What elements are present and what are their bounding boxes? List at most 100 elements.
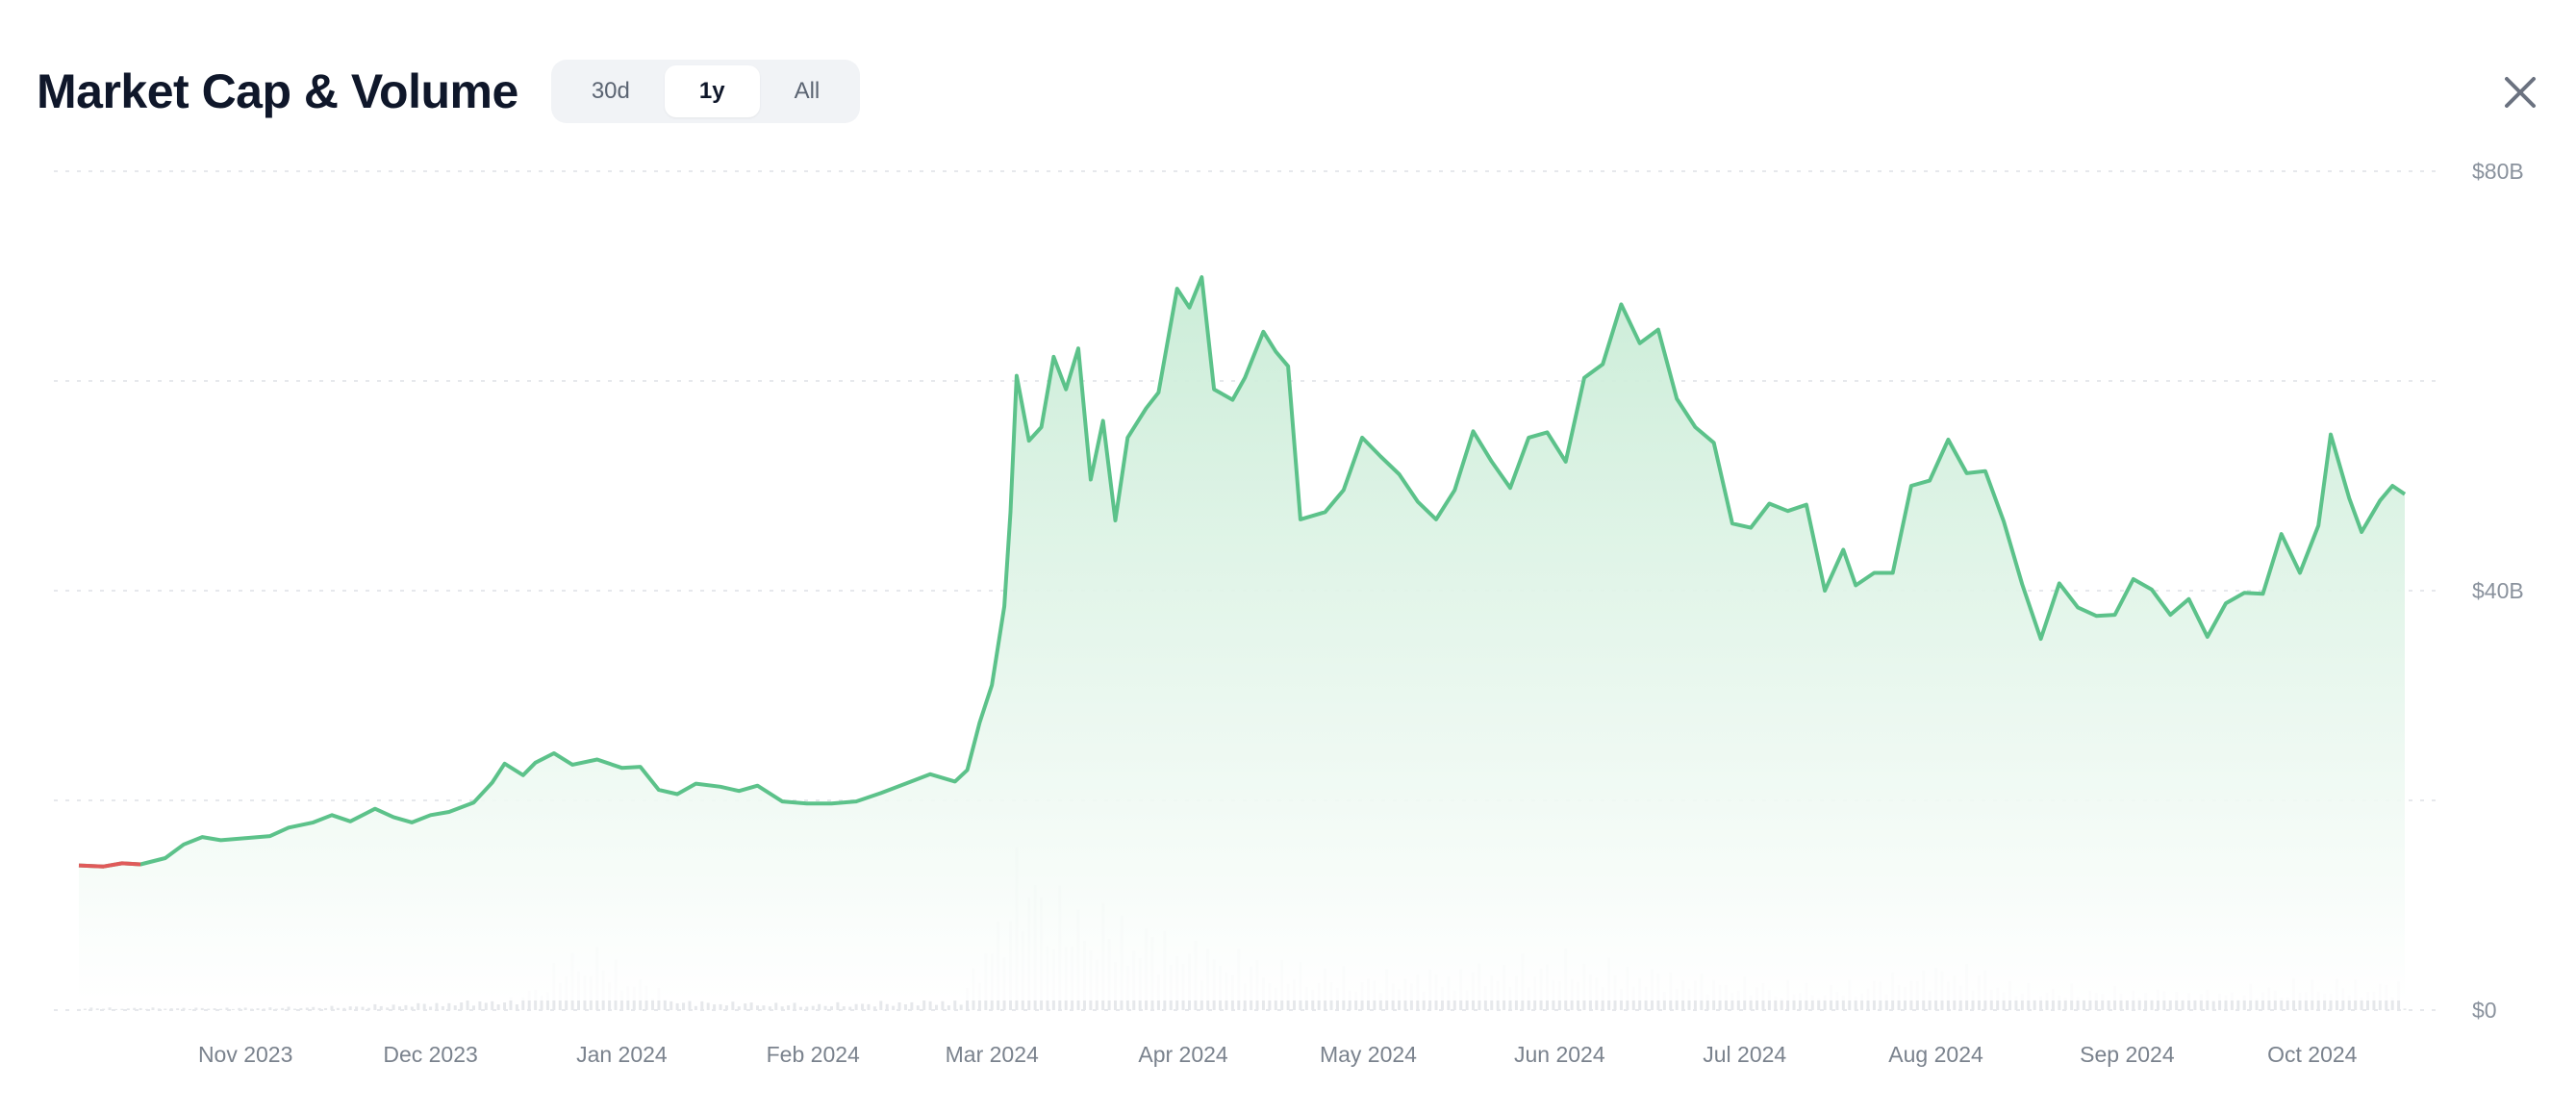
volume-bar: [892, 1005, 896, 1010]
volume-bar: [737, 1006, 741, 1010]
volume-bar: [317, 1007, 321, 1010]
volume-bar: [2193, 1000, 2197, 1010]
volume-bar: [1378, 993, 1382, 1010]
volume-bar: [219, 1008, 223, 1010]
volume-bar: [700, 1000, 704, 1010]
volume-bar: [114, 1008, 117, 1010]
volume-bar: [89, 1007, 93, 1010]
volume-bar: [2187, 993, 2191, 1010]
close-icon: [2505, 77, 2536, 108]
volume-bar: [2181, 1000, 2185, 1010]
range-1y-button[interactable]: 1y: [664, 65, 760, 117]
volume-bar: [2168, 1000, 2172, 1010]
volume-bar: [515, 1004, 518, 1010]
volume-bar: [854, 1003, 858, 1010]
volume-bar: [545, 992, 549, 1010]
volume-bar: [910, 1001, 914, 1010]
volume-bar: [521, 997, 525, 1010]
volume-bar: [675, 1002, 679, 1010]
volume-bar: [441, 1005, 444, 1010]
volume-bar: [478, 1000, 482, 1010]
x-tick-label: Jul 2024: [1703, 1042, 1786, 1067]
volume-bar: [872, 1006, 876, 1010]
volume-bar: [2144, 993, 2148, 1010]
volume-bar: [756, 1005, 760, 1010]
volume-bar: [663, 999, 667, 1010]
y-tick-label: $40B: [2472, 578, 2524, 603]
volume-bar: [305, 1007, 309, 1010]
volume-bar: [274, 1008, 278, 1010]
volume-bar: [2014, 996, 2018, 1010]
volume-bar: [935, 1004, 939, 1010]
volume-bar: [903, 1003, 907, 1010]
volume-bar: [2125, 1000, 2129, 1010]
volume-bar: [731, 1001, 735, 1010]
volume-bar: [885, 1003, 889, 1010]
volume-bar: [2390, 997, 2394, 1010]
volume-bar: [916, 1005, 920, 1010]
volume-bar: [1705, 994, 1709, 1010]
volume-bar: [422, 1003, 426, 1010]
volume-bar: [429, 1006, 433, 1010]
x-tick-label: Sep 2024: [2080, 1042, 2175, 1067]
x-tick-label: May 2024: [1320, 1042, 1417, 1067]
volume-bar: [120, 1008, 124, 1010]
volume-bar: [194, 1007, 198, 1010]
volume-bar: [706, 1002, 710, 1010]
volume-bar: [102, 1008, 106, 1010]
range-selector: 30d 1y All: [550, 60, 861, 123]
volume-bar: [2063, 998, 2067, 1010]
volume-bar: [281, 1007, 285, 1010]
volume-bar: [953, 1000, 957, 1010]
y-tick-label: $0: [2472, 998, 2497, 1023]
close-button[interactable]: [2493, 65, 2547, 119]
volume-bar: [947, 1005, 950, 1010]
volume-bar: [774, 1002, 778, 1010]
volume-bar: [2076, 997, 2080, 1010]
volume-bar: [169, 1008, 173, 1010]
range-30d-button[interactable]: 30d: [591, 78, 630, 104]
volume-bar: [941, 1000, 945, 1010]
volume-bar: [361, 1006, 365, 1010]
volume-bar: [2280, 997, 2284, 1010]
x-tick-label: Jan 2024: [576, 1042, 668, 1067]
volume-bar: [2211, 1000, 2215, 1010]
volume-bar: [2033, 999, 2036, 1010]
volume-bar: [336, 1007, 340, 1010]
volume-bar: [157, 1008, 161, 1010]
volume-bar: [1354, 991, 1358, 1010]
volume-bar: [1810, 995, 1814, 1010]
volume-bar: [959, 1004, 963, 1010]
volume-bar: [466, 1000, 469, 1010]
volume-bar: [268, 1007, 272, 1010]
volume-bar: [2039, 996, 2043, 1010]
volume-bar: [496, 1004, 500, 1010]
volume-bar: [762, 1005, 766, 1010]
volume-bar: [2329, 993, 2333, 1010]
volume-bar: [2199, 994, 2203, 1010]
volume-bar: [2002, 992, 2006, 1010]
volume-bar: [471, 1005, 475, 1010]
volume-bar: [2218, 993, 2222, 1010]
volume-bar: [250, 1008, 254, 1010]
volume-bar: [299, 1007, 303, 1010]
volume-bar: [842, 1006, 846, 1010]
volume-bar: [139, 1007, 142, 1010]
volume-bar: [2242, 995, 2246, 1010]
volume-bar: [1835, 992, 1839, 1010]
volume-bar: [435, 1002, 439, 1010]
volume-bar: [2119, 993, 2123, 1010]
volume-bar: [2286, 997, 2289, 1010]
volume-bar: [1749, 995, 1753, 1010]
volume-bar: [2323, 993, 2327, 1010]
range-all-button[interactable]: All: [794, 78, 821, 104]
x-tick-label: Apr 2024: [1138, 1042, 1228, 1067]
volume-bar: [460, 1002, 464, 1010]
volume-bar: [713, 1004, 717, 1010]
x-axis-ticks: Nov 2023 Dec 2023 Jan 2024 Feb 2024 Mar 2024…: [198, 1042, 2358, 1067]
volume-bar: [2058, 995, 2061, 1010]
volume-bar: [2304, 992, 2308, 1010]
volume-bar: [213, 1008, 216, 1010]
volume-bar: [749, 1002, 753, 1010]
